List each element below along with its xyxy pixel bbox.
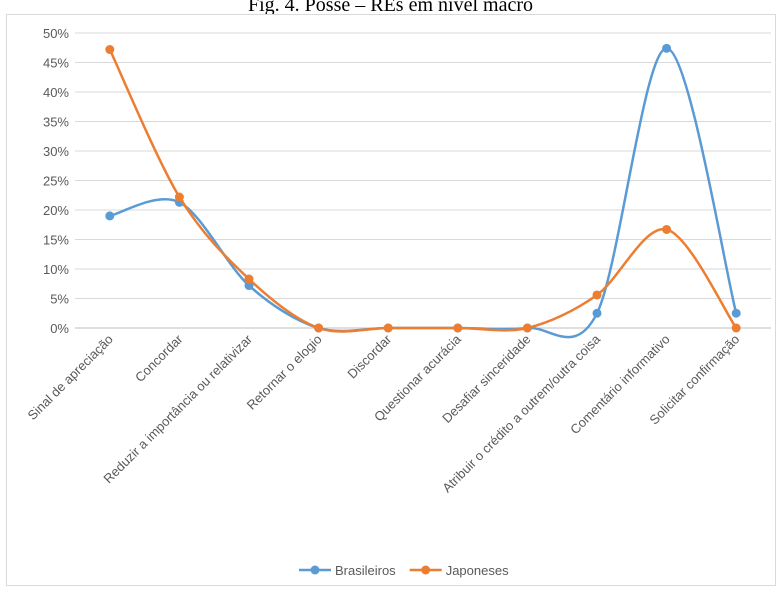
y-axis-tick-labels: 0% 5% 10% 15% 20% 25% 30% 35% 40% 45% 50% — [43, 26, 69, 336]
data-point-japoneses — [731, 323, 741, 333]
y-tick-label: 35% — [43, 115, 69, 130]
data-point-japoneses — [383, 323, 393, 333]
x-tick-label: Sinal de apreciação — [25, 332, 116, 423]
chart-title: Fig. 4. Posse – REs em nível macro — [248, 0, 533, 16]
data-point-japoneses — [174, 192, 184, 202]
y-tick-label: 20% — [43, 203, 69, 218]
legend-marker-japoneses — [421, 565, 431, 575]
data-point-japoneses — [592, 290, 602, 300]
legend-label-japoneses: Japoneses — [446, 563, 509, 578]
series-lines — [105, 43, 741, 339]
data-point-japoneses — [105, 45, 115, 55]
data-point-brasileiros — [592, 308, 602, 318]
y-tick-label: 30% — [43, 144, 69, 159]
x-tick-label: Discordar — [344, 331, 394, 381]
data-point-japoneses — [453, 323, 463, 333]
legend-label-brasileiros: Brasileiros — [335, 563, 396, 578]
x-tick-label: Retornar o elogio — [244, 332, 325, 413]
data-point-japoneses — [522, 323, 532, 333]
x-tick-label: Concordar — [132, 331, 186, 385]
y-tick-label: 5% — [50, 292, 69, 307]
data-point-brasileiros — [244, 281, 254, 291]
y-tick-label: 45% — [43, 56, 69, 71]
data-point-japoneses — [244, 274, 254, 284]
y-tick-label: 40% — [43, 85, 69, 100]
data-point-brasileiros — [662, 43, 672, 53]
series-line-japoneses — [108, 48, 738, 333]
data-point-brasileiros — [731, 308, 741, 318]
gridlines — [75, 32, 771, 329]
x-tick-label: Reduzir a importância ou relativizar — [100, 331, 255, 486]
y-tick-label: 50% — [43, 26, 69, 41]
data-point-japoneses — [314, 323, 324, 333]
data-point-brasileiros — [105, 211, 115, 221]
y-tick-label: 10% — [43, 262, 69, 277]
data-point-japoneses — [662, 224, 672, 234]
y-tick-label: 15% — [43, 233, 69, 248]
line-chart: 0% 5% 10% 15% 20% 25% 30% 35% 40% 45% 50% Sinal de… — [25, 26, 771, 578]
x-tick-label: Atribuir o crédito a outrem/outra coisa — [439, 331, 603, 495]
legend-marker-brasileiros — [310, 565, 320, 575]
legend: Brasileiros Japoneses — [299, 563, 509, 578]
chart-area: 0% 5% 10% 15% 20% 25% 30% 35% 40% 45% 50% Sinal de… — [6, 14, 776, 586]
y-tick-label: 25% — [43, 174, 69, 189]
y-tick-label: 0% — [50, 321, 69, 336]
